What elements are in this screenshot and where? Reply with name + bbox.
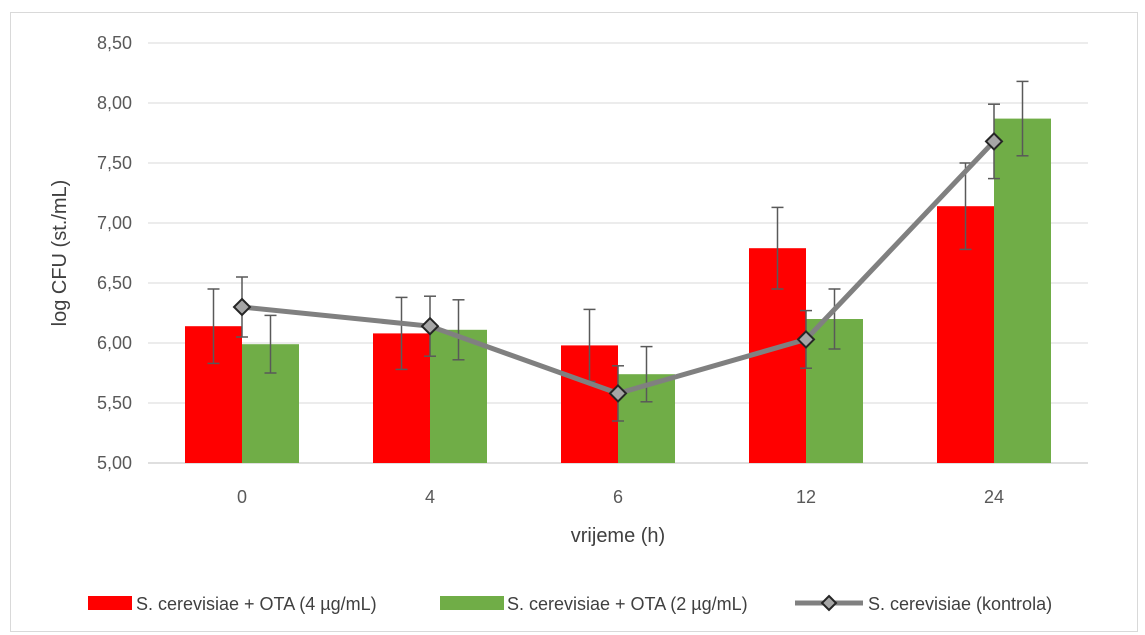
error-bar [395,296,408,371]
x-tick-label: 24 [984,487,1004,507]
y-tick-label: 5,00 [97,453,132,473]
legend-item: S. cerevisiae + OTA (4 µg/mL) [88,594,377,614]
y-axis-ticks: 5,00 5,50 6,00 6,50 7,00 7,50 8,00 8,50 [97,33,132,473]
y-axis-title: log CFU (st./mL) [49,180,71,327]
control-marker [984,131,1004,151]
error-bar [959,162,972,251]
x-tick-label: 4 [425,487,435,507]
legend: S. cerevisiae + OTA (4 µg/mL) S. cerevisi… [88,594,1052,614]
legend-label: S. cerevisiae + OTA (4 µg/mL) [136,594,377,614]
error-bar [640,345,653,403]
y-tick-label: 6,50 [97,273,132,293]
bar-ota-2 [994,118,1051,463]
legend-swatch [88,596,132,610]
legend-item: S. cerevisiae + OTA (2 µg/mL) [440,594,748,614]
control-line [232,131,1004,403]
legend-item: S. cerevisiae (kontrola) [795,594,1052,614]
legend-label: S. cerevisiae + OTA (2 µg/mL) [507,594,748,614]
control-marker [608,383,628,403]
error-bars [207,80,1029,422]
error-bar [1016,80,1029,157]
y-tick-label: 7,00 [97,213,132,233]
legend-label: S. cerevisiae (kontrola) [868,594,1052,614]
control-marker [420,316,440,336]
y-tick-label: 7,50 [97,153,132,173]
y-tick-label: 8,00 [97,93,132,113]
error-bar [452,299,465,361]
error-bar [264,314,277,374]
y-tick-label: 6,00 [97,333,132,353]
x-tick-label: 0 [237,487,247,507]
error-bar [207,288,220,365]
x-axis-ticks: 0 4 6 12 24 [237,487,1004,507]
legend-marker [820,594,838,612]
error-bar [828,288,841,350]
y-tick-label: 8,50 [97,33,132,53]
x-tick-label: 12 [796,487,816,507]
error-bar [771,206,784,290]
control-marker [796,329,816,349]
y-tick-label: 5,50 [97,393,132,413]
x-axis-title: vrijeme (h) [571,525,665,547]
legend-swatch [440,596,504,610]
control-marker [232,297,252,317]
gridlines [148,42,1088,464]
x-tick-label: 6 [613,487,623,507]
